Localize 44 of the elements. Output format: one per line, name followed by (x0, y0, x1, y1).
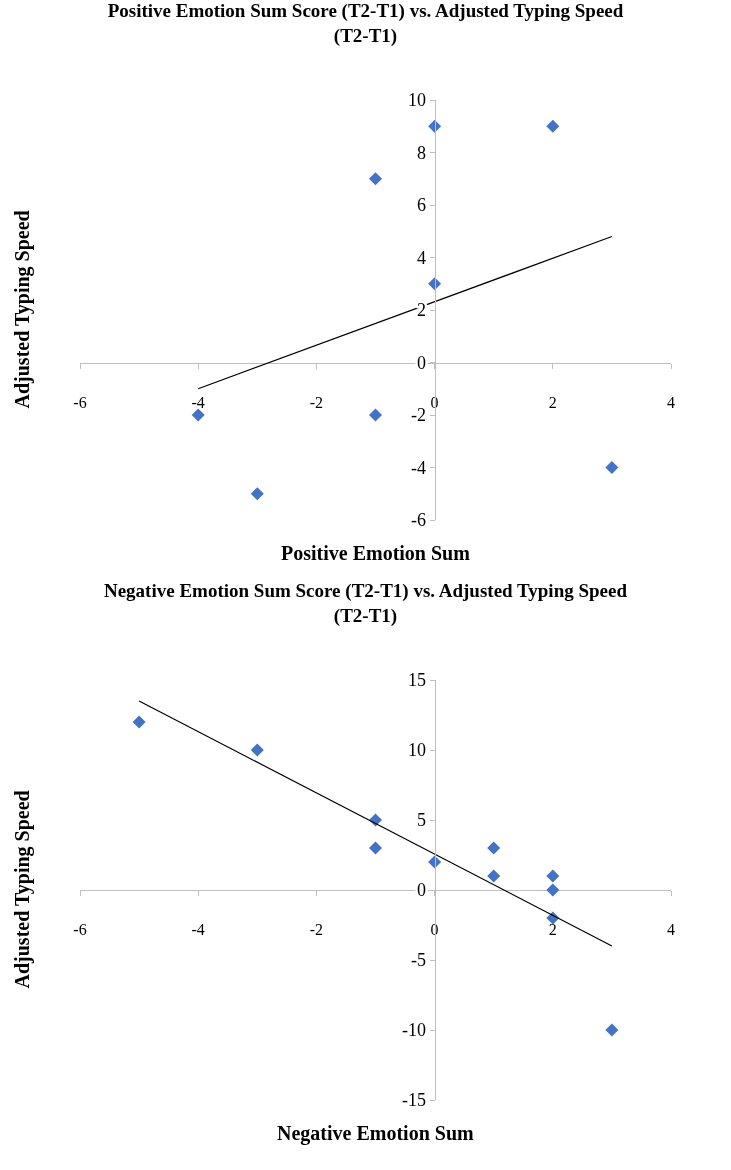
y-tick-label: 4 (417, 247, 426, 268)
point (546, 869, 560, 883)
point (369, 172, 382, 186)
point (605, 461, 619, 474)
point (487, 841, 501, 855)
point (369, 408, 382, 422)
x-tick-label: -4 (191, 393, 205, 411)
point (605, 1023, 619, 1037)
x-tick-label: -6 (73, 393, 87, 411)
y-tick-label: 15 (408, 670, 426, 691)
point (546, 119, 560, 133)
x-axis-title: Negative Emotion Sum (277, 1122, 474, 1145)
y-tick-label: -15 (402, 1090, 426, 1111)
x-tick-label: 4 (667, 921, 675, 939)
y-tick-label: -5 (411, 950, 426, 971)
point (369, 841, 382, 855)
y-axis-title: Adjusted Typing Speed (10, 210, 34, 409)
chart-title: Positive Emotion Sum Score (T2-T1) vs. Adjusted Typing Speed (T2-T1) (107, 0, 624, 48)
point (250, 487, 264, 501)
x-tick-label: 2 (548, 393, 557, 411)
y-tick-label: 10 (408, 740, 426, 761)
x-tick-label: -4 (191, 921, 205, 939)
point (546, 883, 560, 897)
y-tick-label: -4 (411, 457, 426, 478)
y-tick-label: 8 (417, 142, 426, 163)
y-axis-title: Adjusted Typing Speed (10, 790, 34, 989)
point (132, 715, 146, 729)
y-tick-label: 0 (417, 880, 426, 901)
x-tick-label: 4 (667, 393, 675, 411)
y-tick-label: 6 (417, 195, 426, 216)
x-axis-title: Positive Emotion Sum (281, 542, 471, 564)
point (191, 408, 205, 422)
y-tick-label: 5 (417, 810, 426, 831)
y-tick-label: -6 (411, 510, 426, 531)
y-tick-label: 10 (408, 90, 426, 111)
chart-title: Negative Emotion Sum Score (T2-T1) vs. Adjusted Typing Speed (T2-T1) (103, 580, 628, 628)
y-tick-label: -10 (402, 1020, 426, 1041)
point (250, 743, 264, 757)
x-tick-label: -2 (309, 921, 324, 939)
y-tick-label: 0 (417, 352, 426, 373)
point (487, 869, 501, 883)
x-tick-label: -6 (73, 921, 87, 939)
x-tick-label: 2 (548, 921, 557, 939)
x-tick-label: -2 (309, 393, 324, 411)
